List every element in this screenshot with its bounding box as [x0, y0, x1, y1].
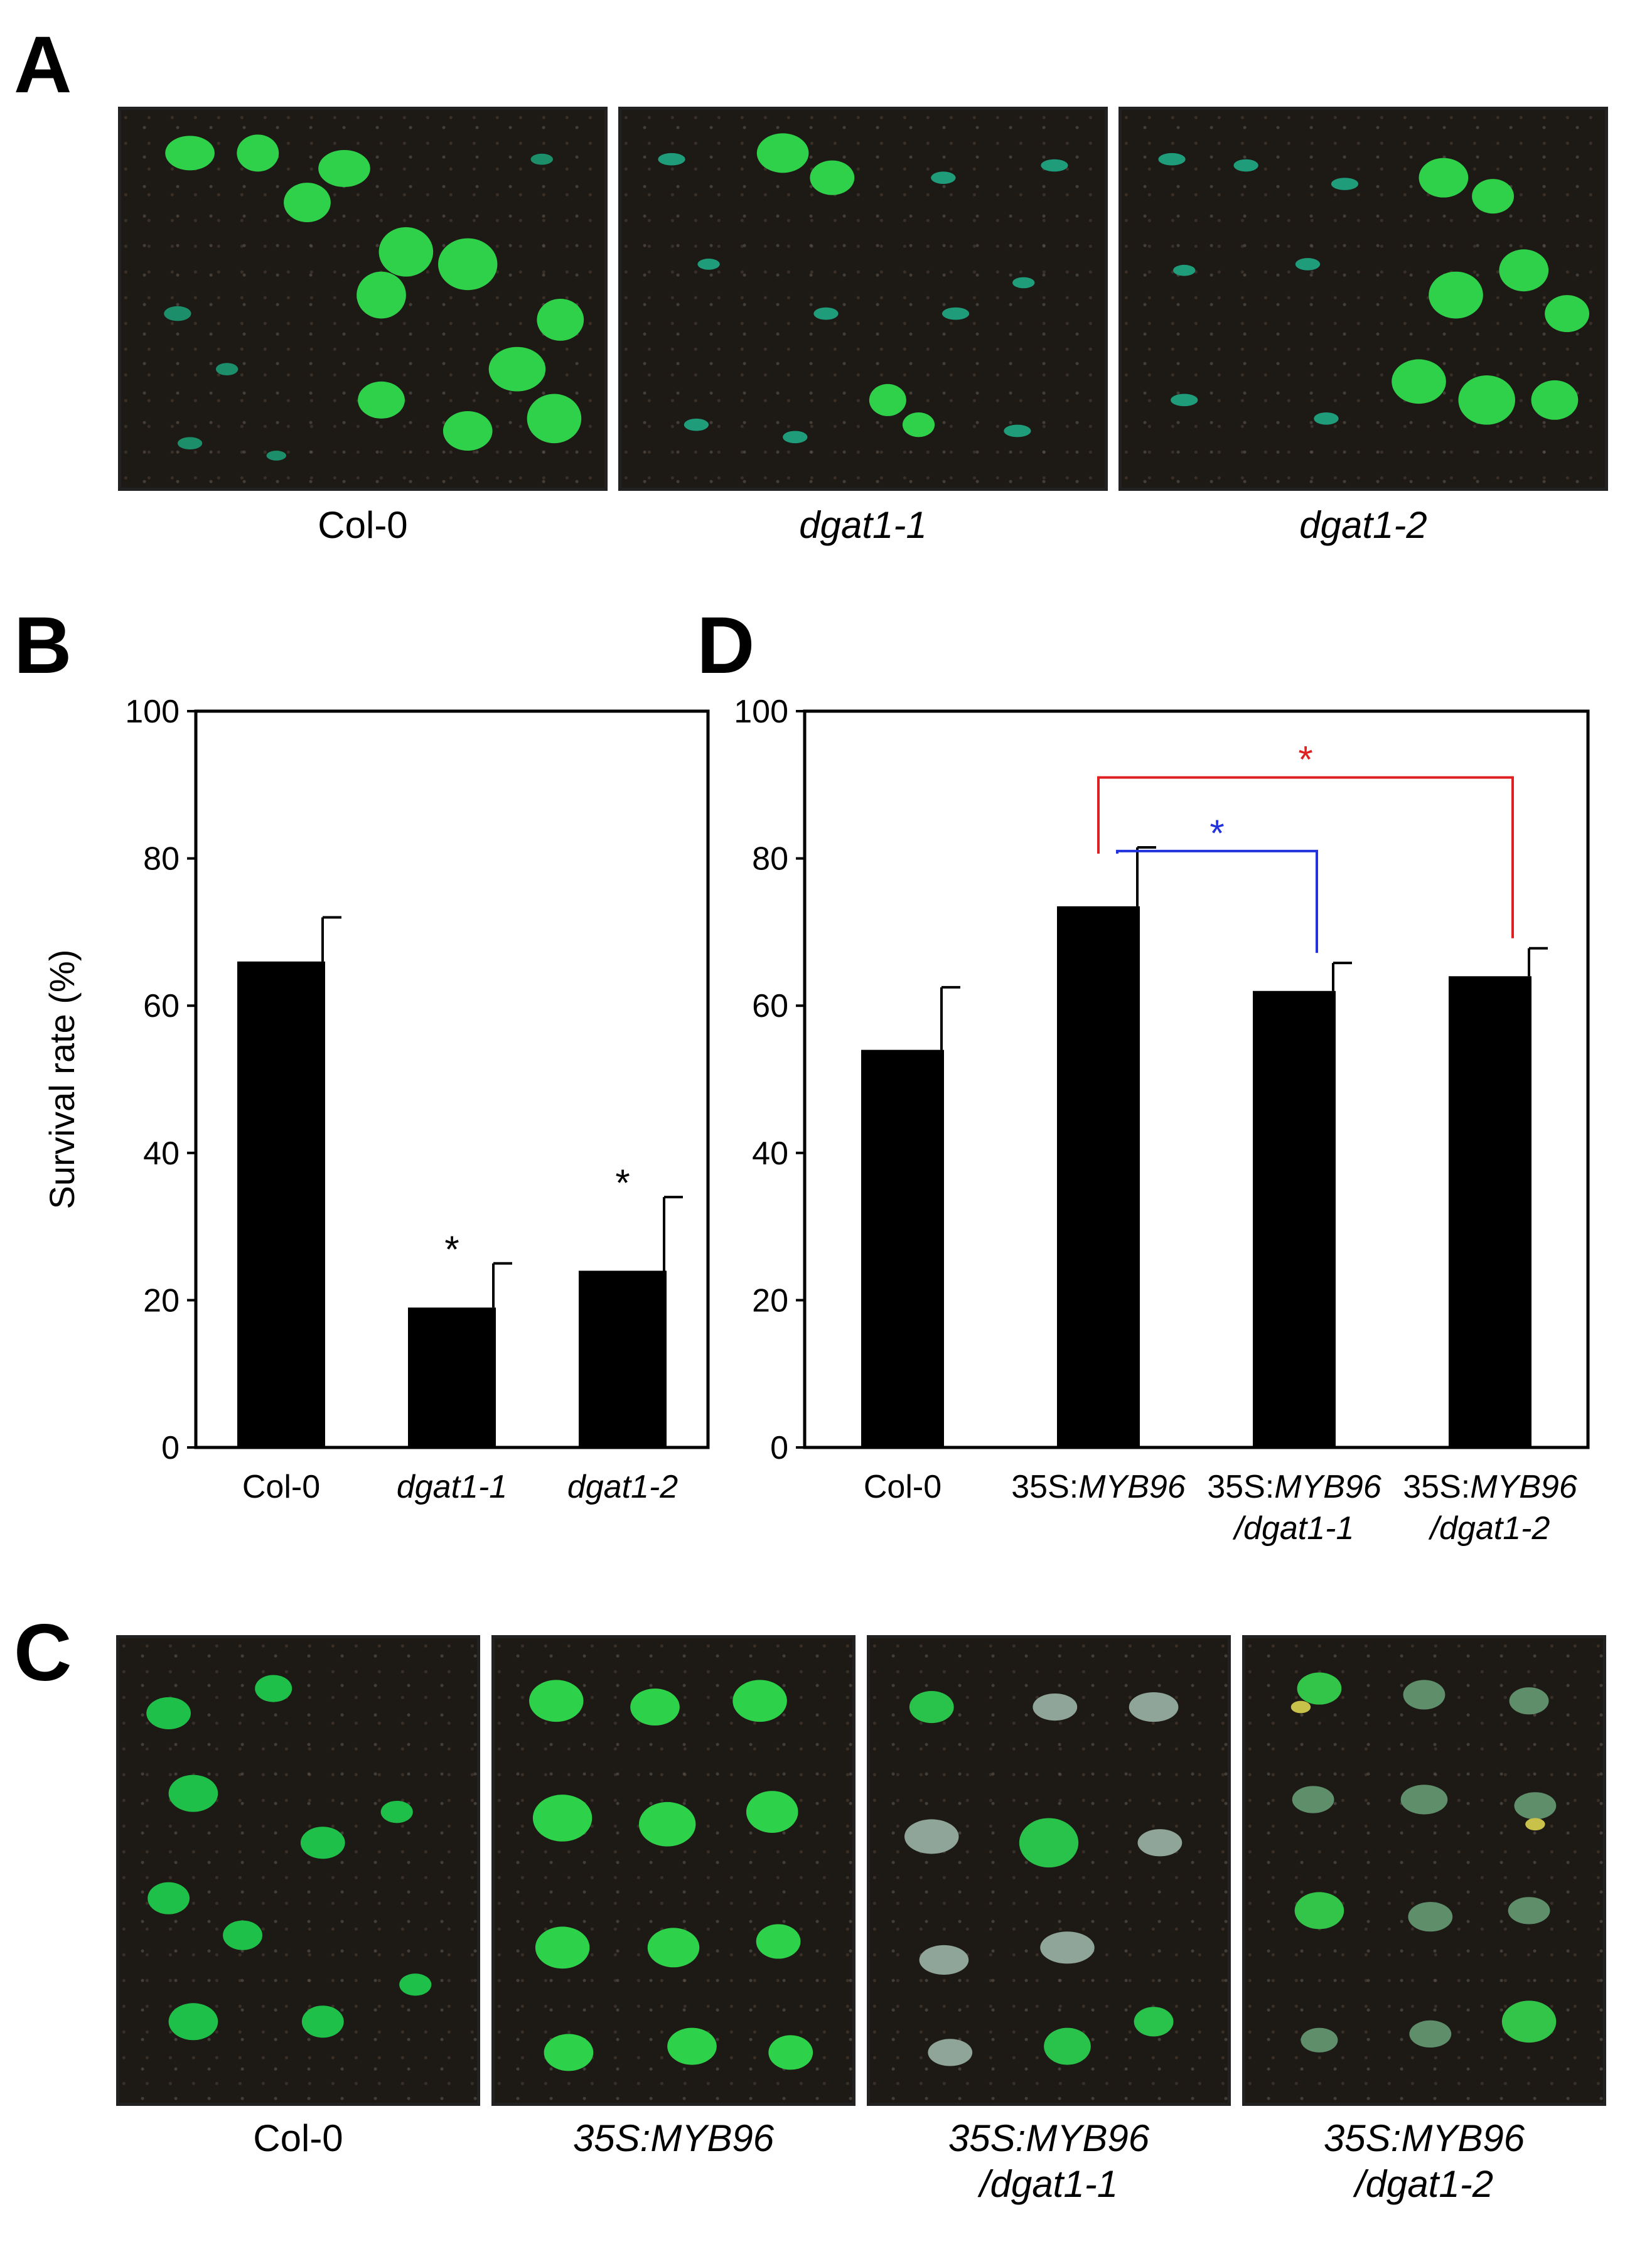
y-tick-label: 20: [143, 1282, 180, 1319]
x-tick-label: Col-0: [864, 1469, 941, 1505]
significance-marker: *: [1210, 812, 1224, 854]
plot-frame: [803, 709, 1590, 1449]
significance-marker: *: [615, 1162, 630, 1204]
plants-illustration: [1158, 153, 1590, 425]
bar: [408, 1307, 496, 1447]
y-tick-label: 80: [752, 841, 788, 878]
x-tick-label-part: Col-0: [242, 1469, 320, 1505]
x-tick-label-part: 35S:: [1011, 1469, 1078, 1505]
photo-c-35s-myb96: [491, 1635, 856, 2106]
x-tick-label-part: dgat1-1: [397, 1469, 507, 1505]
significance-marker: *: [444, 1228, 459, 1270]
x-tick-label-part: MYB96: [1078, 1469, 1186, 1505]
comparison-bracket: [1116, 849, 1318, 953]
y-tick-label: 0: [161, 1430, 180, 1466]
bar: [861, 1049, 944, 1447]
caption-a-2: dgat1-1: [799, 504, 927, 546]
caption-c-3: 35S:MYB96 /dgat1-1: [867, 2115, 1231, 2207]
photo-a-dgat1-2: [1118, 107, 1608, 491]
x-tick-label-part: /dgat1-2: [1429, 1510, 1550, 1547]
caption-c-4: 35S:MYB96 /dgat1-2: [1242, 2115, 1606, 2207]
plants-illustration: [164, 134, 584, 461]
bar: [579, 1270, 667, 1447]
y-tick-label: 40: [143, 1135, 180, 1172]
x-tick-label: 35S:MYB96: [1011, 1469, 1186, 1505]
comparison-bracket: [1097, 776, 1514, 938]
significance-marker: *: [1298, 739, 1312, 781]
x-tick-label-part: dgat1-2: [567, 1469, 678, 1505]
plants-illustration: [658, 133, 1068, 444]
x-tick-label-part: 35S:: [1207, 1469, 1274, 1505]
y-tick-label: 100: [734, 694, 788, 730]
panel-letter-b: B: [14, 601, 72, 690]
bar: [1449, 976, 1531, 1447]
x-tick-label-part: Col-0: [864, 1469, 941, 1505]
caption-line: /dgat1-1: [979, 2163, 1118, 2206]
x-tick-label-part: MYB96: [1470, 1469, 1577, 1505]
caption-c-2: 35S:MYB96: [491, 2115, 856, 2161]
caption-line: Col-0: [253, 2117, 343, 2159]
panel-letter-a: A: [14, 20, 72, 110]
photo-a-dgat1-1: [618, 107, 1108, 491]
x-tick-label: 35S:MYB96: [1207, 1469, 1381, 1505]
plants-illustration: [1290, 1672, 1557, 2053]
caption-line: 35S:MYB96: [1323, 2117, 1525, 2159]
y-tick-label: 60: [752, 988, 788, 1024]
photo-a-col0: [118, 107, 608, 491]
plants-illustration: [529, 1680, 813, 2071]
x-tick-label: /dgat1-2: [1429, 1510, 1550, 1547]
y-axis-label: Survival rate (%): [42, 950, 82, 1210]
photo-c-35s-myb96-dgat1-1: [867, 1635, 1231, 2106]
x-tick-label-part: /dgat1-1: [1233, 1510, 1354, 1547]
y-tick-label: 20: [752, 1282, 788, 1319]
y-tick-label: 60: [143, 988, 180, 1024]
caption-line: 35S:MYB96: [572, 2117, 775, 2159]
x-tick-label-part: 35S:: [1403, 1469, 1470, 1505]
y-tick-label: 80: [143, 841, 180, 878]
x-tick-label: Col-0: [242, 1469, 320, 1505]
plants-illustration: [146, 1675, 432, 2041]
caption-c-1: Col-0: [116, 2115, 480, 2161]
y-tick-label: 40: [752, 1135, 788, 1172]
caption-a-3: dgat1-2: [1299, 504, 1427, 546]
x-tick-label: dgat1-1: [397, 1469, 507, 1505]
chart-b-survival-rate: 0 20 40 60 80 100 Survival rate (%) Col-0 dgat1-…: [42, 694, 710, 1505]
bar: [237, 961, 325, 1447]
caption-line: 35S:MYB96: [948, 2117, 1150, 2159]
photo-c-35s-myb96-dgat1-2: [1242, 1635, 1606, 2106]
panel-letter-d: D: [697, 601, 755, 690]
plants-illustration: [904, 1691, 1183, 2066]
y-tick-label: 100: [125, 694, 180, 730]
bar: [1253, 990, 1336, 1447]
x-tick-label-part: MYB96: [1274, 1469, 1381, 1505]
caption-a-1: Col-0: [318, 504, 408, 546]
panel-letter-c: C: [14, 1608, 72, 1698]
x-tick-label: 35S:MYB96: [1403, 1469, 1577, 1505]
x-tick-label: dgat1-2: [567, 1469, 678, 1505]
bar: [1057, 906, 1140, 1447]
y-tick-label: 0: [770, 1430, 788, 1466]
caption-line: /dgat1-2: [1354, 2163, 1494, 2206]
x-tick-label: /dgat1-1: [1233, 1510, 1354, 1547]
photo-c-col0: [116, 1635, 480, 2106]
